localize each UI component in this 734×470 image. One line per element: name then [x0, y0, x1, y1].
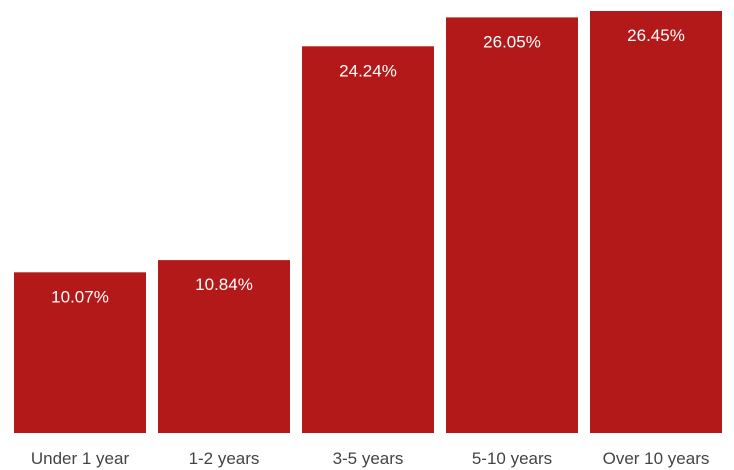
data-labels-group: 10.07% 10.84% 24.24% 26.05% 26.45% [51, 26, 685, 306]
data-label: 24.24% [339, 61, 397, 80]
bar-over-10-years [590, 11, 722, 433]
data-label: 10.84% [195, 275, 253, 294]
bar-under-1-year [14, 272, 146, 433]
x-tick-label: Under 1 year [31, 449, 130, 468]
x-axis-tick-labels: Under 1 year 1-2 years 3-5 years 5-10 years… [31, 449, 710, 468]
data-label: 26.05% [483, 32, 541, 51]
bar-3-5-years [302, 46, 434, 434]
bar-5-10-years [446, 17, 578, 434]
data-label: 10.07% [51, 287, 109, 306]
x-tick-label: 5-10 years [472, 449, 552, 468]
x-tick-label: Over 10 years [603, 449, 710, 468]
x-tick-label: 3-5 years [333, 449, 404, 468]
bars-group [14, 11, 722, 434]
bar-1-2-years [158, 260, 290, 433]
data-label: 26.45% [627, 26, 685, 45]
x-tick-label: 1-2 years [189, 449, 260, 468]
